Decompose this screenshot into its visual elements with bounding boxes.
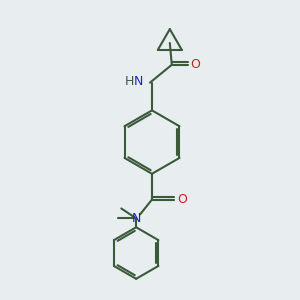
Text: H: H [124,75,134,88]
Text: N: N [131,212,141,225]
Text: O: O [177,193,187,206]
Text: N: N [134,75,143,88]
Text: O: O [190,58,200,71]
